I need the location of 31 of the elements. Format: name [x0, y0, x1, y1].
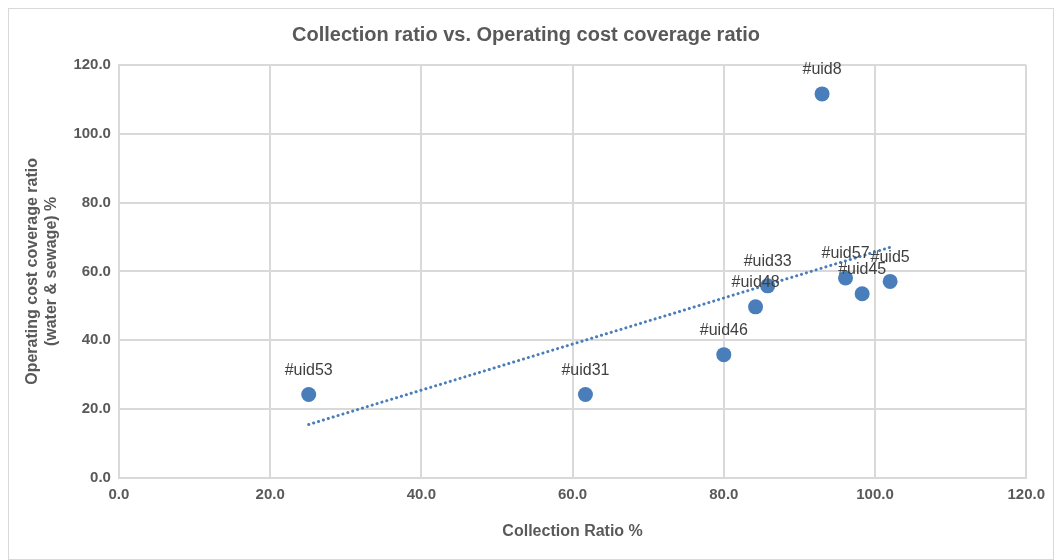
x-axis-title: Collection Ratio % [502, 521, 643, 539]
annotation: #uid8 [802, 60, 842, 78]
x-tick-label: 0.0 [108, 484, 130, 502]
annotation: #uid45 [838, 260, 887, 278]
chart-title: Collection ratio vs. Operating cost coverage ratio [292, 22, 760, 45]
x-tick-label: 20.0 [255, 484, 285, 502]
point [748, 299, 764, 315]
point [882, 273, 898, 289]
annotation: #uid46 [699, 321, 748, 339]
y-axis-title: Operating cost coverage ratio (water & sewage) % [23, 157, 60, 385]
x-tick-label: 40.0 [406, 484, 436, 502]
annotation: #uid33 [743, 252, 792, 270]
y-tick-label: 120.0 [73, 55, 111, 73]
x-tick-label: 120.0 [1007, 484, 1046, 502]
x-tick-label: 60.0 [557, 484, 588, 502]
y-tick-label: 40.0 [81, 330, 111, 348]
y-tick-label: 60.0 [81, 261, 111, 279]
point [301, 387, 317, 403]
annotation: #uid31 [561, 360, 610, 378]
y-tick-label: 0.0 [90, 467, 111, 485]
annotation: #uid57 [821, 244, 870, 262]
y-tick-label: 20.0 [81, 399, 111, 417]
y-tick-label: 100.0 [73, 123, 111, 141]
x-tick-label: 100.0 [856, 484, 894, 502]
point [577, 387, 593, 403]
x-tick-label: 80.0 [709, 484, 739, 502]
y-tick-label: 80.0 [81, 192, 111, 210]
point [854, 286, 870, 302]
point [716, 347, 732, 363]
annotation: #uid53 [284, 360, 333, 378]
point [814, 86, 830, 102]
